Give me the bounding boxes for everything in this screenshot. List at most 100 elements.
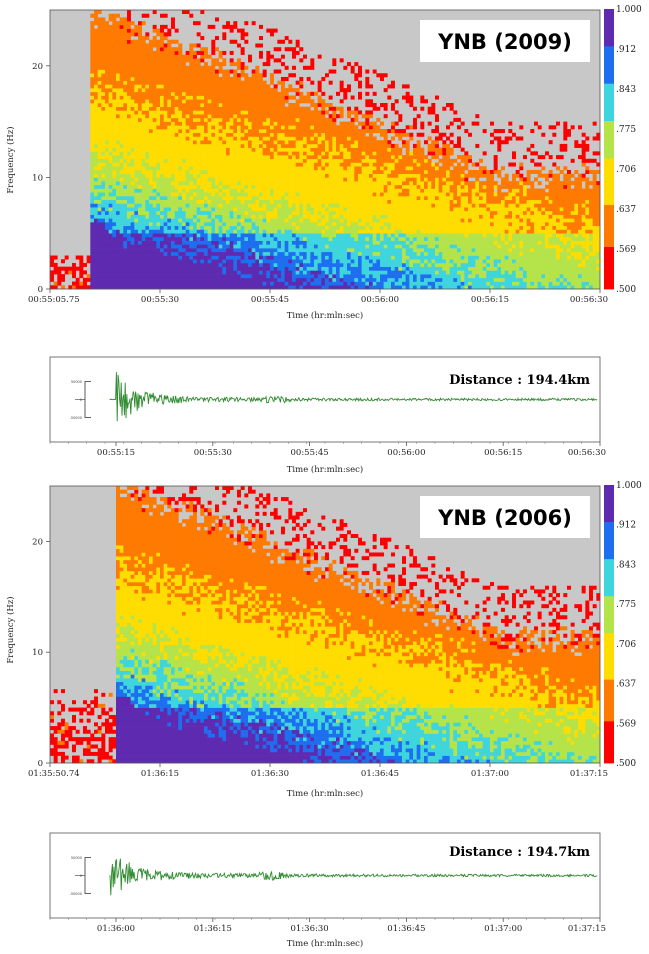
spectrogram-cell [251, 143, 256, 148]
spectrogram-cell [266, 229, 271, 234]
spectrogram-cell [145, 214, 150, 219]
spectrogram-cell [350, 177, 355, 182]
spectrogram-cell [317, 162, 322, 167]
spectrogram-cell [332, 222, 337, 227]
spectrogram-cell [262, 210, 267, 215]
spectrogram-cell [207, 80, 212, 85]
spectrogram-cell [259, 103, 263, 108]
spectrogram-cell [185, 103, 190, 108]
spectrogram-cell [193, 262, 197, 267]
spectrogram-cell [196, 192, 201, 197]
spectrogram-cell [314, 210, 318, 215]
spectrogram-cell [343, 155, 348, 160]
spectrogram-cell [303, 151, 307, 156]
spectrogram-cell [240, 28, 245, 33]
spectrogram-cell [262, 233, 267, 238]
spectrogram-cell [244, 173, 249, 178]
spectrogram-cell [255, 188, 260, 193]
spectrogram-cell [156, 99, 161, 104]
spectrogram-cell [138, 80, 142, 85]
spectrogram-cell [134, 140, 139, 145]
spectrogram-cell [167, 244, 172, 249]
spectrogram-cell [288, 203, 293, 208]
spectrogram-cell [266, 173, 271, 178]
spectrogram-cell [281, 181, 285, 186]
spectrogram-cell [101, 47, 106, 52]
spectrogram-cell [127, 69, 131, 74]
spectrogram-cell [288, 255, 293, 260]
spectrogram-cell [207, 103, 212, 108]
spectrogram-cell [156, 125, 161, 130]
spectrogram-cell [149, 129, 153, 134]
spectrogram-cell [343, 147, 348, 152]
spectrogram-cell [152, 285, 157, 290]
spectrogram-cell [281, 270, 285, 275]
spectrogram-cell [380, 155, 384, 160]
spectrogram-cell [339, 173, 344, 178]
spectrogram-cell [233, 143, 238, 148]
spectrogram-cell [222, 244, 227, 249]
spectrogram-cell [347, 158, 351, 163]
spectrogram-cell [222, 207, 227, 212]
spectrogram-cell [233, 277, 238, 282]
spectrogram-cell [339, 270, 344, 275]
spectrogram-cell [145, 84, 150, 89]
spectrogram-cell [215, 99, 219, 104]
spectrogram-cell [211, 177, 216, 182]
spectrogram-cell [174, 76, 179, 81]
spectrogram-cell [171, 222, 175, 227]
spectrogram-cell [94, 129, 98, 134]
spectrogram-cell [380, 132, 384, 137]
spectrogram-cell [295, 173, 300, 178]
spectrogram-cell [185, 54, 190, 59]
spectrogram-cell [372, 169, 377, 174]
spectrogram-cell [94, 39, 98, 44]
spectrogram-cell [138, 136, 142, 141]
spectrogram-cell [207, 151, 212, 156]
spectrogram-cell [350, 151, 355, 156]
spectrogram-cell [178, 106, 183, 111]
spectrogram-cell [270, 181, 274, 186]
spectrogram-cell [222, 24, 227, 29]
spectrogram-cell [259, 218, 263, 223]
spectrogram-cell [240, 80, 245, 85]
spectrogram-cell [292, 277, 296, 282]
spectrogram-cell [266, 169, 271, 174]
spectrogram-cell [50, 262, 54, 267]
spectrogram-cell [380, 285, 384, 290]
spectrogram-cell [321, 277, 326, 282]
spectrogram-cell [259, 106, 263, 111]
spectrogram-cell [204, 73, 208, 78]
spectrogram-cell [141, 65, 146, 70]
spectrogram-cell [178, 151, 183, 156]
spectrogram-cell [270, 225, 274, 230]
spectrogram-cell [145, 62, 150, 67]
spectrogram-cell [299, 76, 304, 81]
spectrogram-cell [86, 259, 91, 264]
spectrogram-cell [108, 84, 113, 89]
spectrogram-cell [127, 151, 131, 156]
spectrogram-cell [266, 110, 271, 115]
spectrogram-cell [152, 84, 157, 89]
spectrogram-cell [163, 43, 168, 48]
spectrogram-cell [90, 103, 95, 108]
spectrogram-cell [299, 192, 304, 197]
spectrogram-cell [328, 103, 333, 108]
spectrogram-cell [178, 54, 183, 59]
spectrogram-cell [288, 218, 293, 223]
spectrogram-cell [240, 192, 245, 197]
spectrogram-cell [94, 103, 98, 108]
spectrogram-cell [343, 169, 348, 174]
spectrogram-cell [343, 270, 348, 275]
spectrogram-cell [105, 281, 109, 286]
spectrogram-cell [255, 203, 260, 208]
spectrogram-cell [127, 199, 131, 204]
spectrogram-cell [123, 28, 128, 33]
spectrogram-cell [262, 181, 267, 186]
spectrogram-cell [218, 285, 223, 290]
spectrogram-cell [339, 244, 344, 249]
spectrogram-cell [182, 132, 186, 137]
spectrogram-cell [244, 169, 249, 174]
spectrogram-cell [130, 43, 135, 48]
spectrogram-cell [299, 277, 304, 282]
